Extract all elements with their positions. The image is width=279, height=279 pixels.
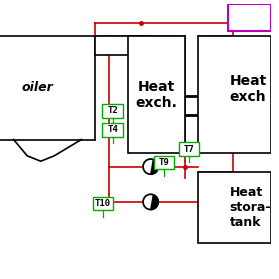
Text: Ga: Ga: [239, 8, 266, 26]
Wedge shape: [143, 159, 152, 174]
FancyBboxPatch shape: [154, 156, 174, 169]
FancyBboxPatch shape: [102, 124, 123, 136]
FancyBboxPatch shape: [198, 36, 271, 153]
Text: Heat
stora-
tank: Heat stora- tank: [229, 186, 271, 229]
Text: T4: T4: [107, 126, 118, 134]
Text: Heat
exch.: Heat exch.: [135, 80, 177, 110]
FancyBboxPatch shape: [179, 143, 199, 155]
Text: Heat
exch: Heat exch: [229, 74, 267, 104]
Circle shape: [143, 159, 158, 174]
Wedge shape: [143, 194, 152, 210]
FancyBboxPatch shape: [102, 104, 123, 117]
FancyBboxPatch shape: [228, 4, 271, 31]
Text: T10: T10: [95, 199, 111, 208]
FancyBboxPatch shape: [198, 172, 271, 243]
Text: T9: T9: [159, 158, 170, 167]
Text: T2: T2: [107, 107, 118, 116]
Text: oiler: oiler: [22, 81, 54, 94]
FancyBboxPatch shape: [93, 197, 113, 210]
FancyBboxPatch shape: [128, 36, 185, 153]
Text: T7: T7: [183, 145, 194, 153]
FancyBboxPatch shape: [95, 36, 144, 55]
Circle shape: [143, 194, 158, 210]
